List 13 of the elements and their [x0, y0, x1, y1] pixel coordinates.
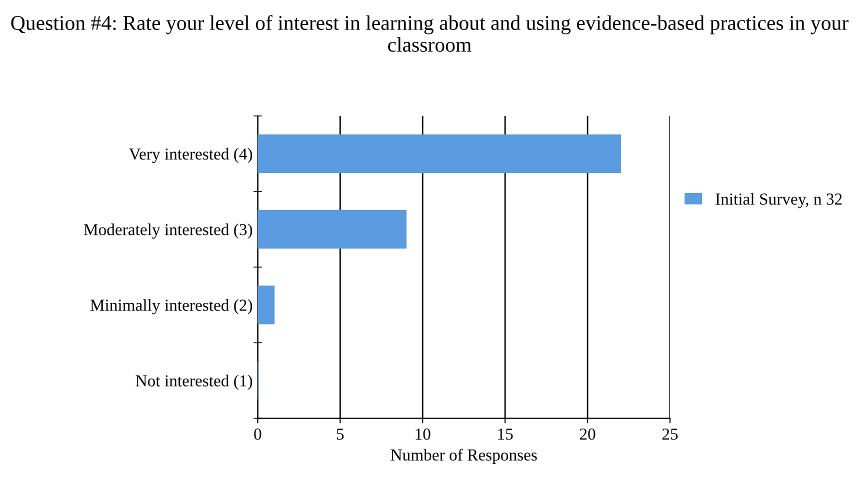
x-axis-title: Number of Responses	[390, 448, 537, 464]
chart-title: Question #4: Rate your level of interest in learning about and using evidence-based practices in your classroom	[11, 15, 848, 52]
y-tick-label: Very interested (4)	[129, 148, 252, 164]
x-tick-label: 20	[580, 428, 596, 440]
y-tick-label: Moderately interested (3)	[84, 224, 252, 239]
x-tick-label: 10	[416, 428, 430, 440]
x-tick-label: 5	[336, 428, 344, 440]
y-tick-label: Not interested (1)	[136, 374, 252, 390]
legend-label: Initial Survey, n 32	[716, 193, 842, 208]
x-tick-label: 15	[498, 428, 513, 440]
x-tick-label: 0	[254, 428, 262, 440]
y-tick-label: Minimally interested (2)	[90, 299, 252, 314]
x-tick-label: 25	[662, 428, 678, 440]
